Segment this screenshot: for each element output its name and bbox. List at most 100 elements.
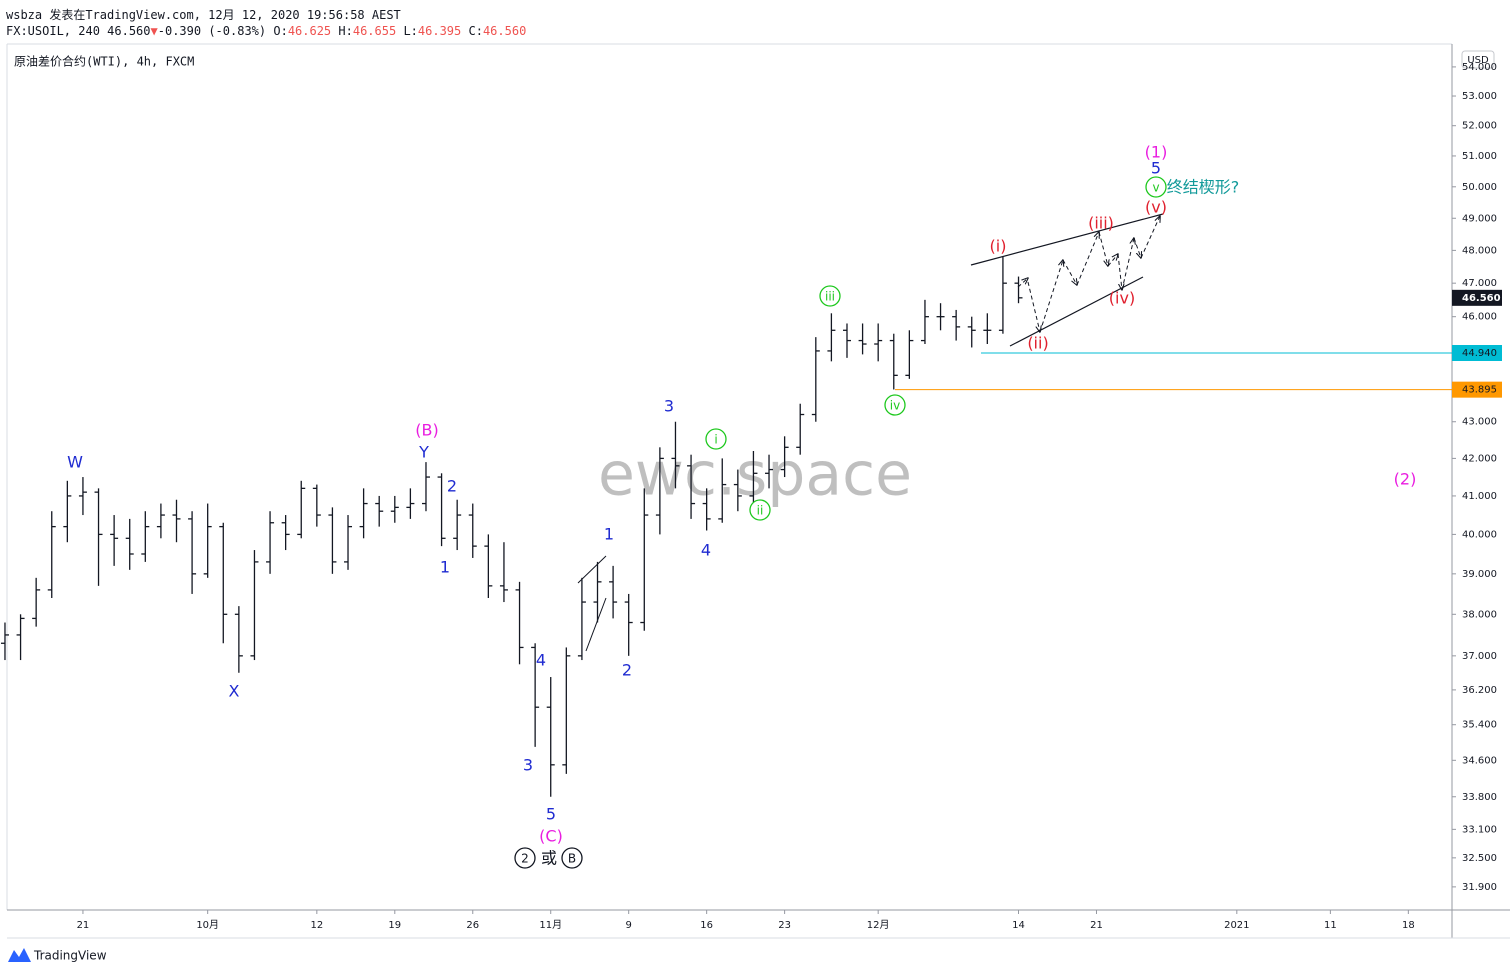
symbol: FX:USOIL, 240: [6, 24, 100, 38]
price-bar: [593, 561, 602, 623]
x-tick-label: 11月: [539, 919, 562, 931]
wave-label: 或: [541, 849, 557, 868]
wave-label: 1: [440, 558, 450, 577]
wedge-line: [577, 555, 607, 584]
y-tick-label: 35.400: [1462, 720, 1497, 731]
y-tick-label: 31.900: [1462, 882, 1497, 893]
wave-label: 4: [536, 651, 546, 670]
price-bar: [453, 499, 462, 551]
price-bar: [842, 323, 851, 358]
projection: [1062, 259, 1077, 285]
price-bar: [1014, 276, 1023, 304]
ohlc-value: 46.560: [482, 24, 527, 38]
ohlc: O:46.625 H:46.655 L:46.395 C:46.560: [266, 24, 526, 38]
price-bar: [702, 488, 711, 531]
price-bar: [780, 436, 789, 478]
projection: [1017, 278, 1028, 288]
wedge-line: [585, 597, 607, 652]
price-bar: [811, 337, 820, 422]
wave-label: iv: [890, 399, 900, 413]
price-bar: [624, 593, 633, 656]
price-bar: [141, 511, 150, 562]
price-bar: [983, 313, 992, 345]
author-line: wsbza 发表在TradingView.com, 12月 12, 2020 1…: [6, 8, 401, 22]
price-bar: [359, 488, 368, 539]
price-bar: [546, 677, 555, 797]
ohlc-value: 46.625: [287, 24, 332, 38]
ohlc-key: L:: [403, 24, 418, 38]
wave-label: i: [714, 433, 717, 447]
x-tick-label: 12: [310, 920, 323, 931]
price-bar: [655, 447, 664, 535]
wave-label: 终结楔形?: [1167, 178, 1240, 197]
level-label: 44.940: [1462, 348, 1497, 359]
y-tick-label: 54.000: [1462, 62, 1497, 73]
annotation-circle: [705, 428, 727, 450]
y-tick-label: 51.000: [1462, 151, 1497, 162]
wave-label: X: [229, 682, 240, 701]
brand[interactable]: TradingView: [33, 949, 107, 963]
last-price-box: [1452, 289, 1502, 306]
price-bar: [499, 542, 508, 603]
price-bar: [16, 614, 25, 661]
wave-label: 5: [1151, 159, 1161, 178]
price-bar: [390, 495, 399, 523]
price-bar: [125, 518, 134, 570]
price-bar: [920, 299, 929, 345]
projection: [1039, 260, 1063, 333]
x-tick-label: 14: [1012, 920, 1025, 931]
level-box: [1452, 344, 1502, 361]
projection: [1027, 281, 1040, 332]
y-tick-label: 36.200: [1462, 685, 1497, 696]
ohlc-value: 46.395: [417, 24, 462, 38]
wave-label: W: [67, 453, 83, 472]
wave-label: 3: [664, 397, 674, 416]
price-bar: [266, 511, 275, 574]
price-bar: [297, 480, 306, 539]
wave-label: (B): [415, 421, 438, 440]
level-label: 43.895: [1462, 385, 1497, 396]
annotation-circle: [819, 285, 841, 307]
y-tick-label: 42.000: [1462, 453, 1497, 464]
y-tick-label: 40.000: [1462, 529, 1497, 540]
projection: [1107, 254, 1118, 267]
annotation-circle: [514, 847, 536, 869]
price-bar: [421, 462, 430, 512]
annotation-circle: [561, 847, 583, 869]
price-bar: [47, 511, 56, 598]
price-bar: [234, 606, 243, 673]
price-bar: [468, 503, 477, 558]
price-bar: [78, 477, 87, 516]
price-bar: [250, 550, 259, 661]
annotation-circle: [749, 499, 771, 521]
x-tick-label: 9: [626, 920, 632, 931]
wave-label: 2: [622, 661, 632, 680]
wave-label: Y: [418, 443, 429, 462]
currency[interactable]: USD: [1467, 55, 1489, 66]
logo-mark[interactable]: [8, 948, 31, 962]
x-tick-label: 21: [1090, 920, 1103, 931]
wave-label: 1: [604, 525, 614, 544]
price-bar: [967, 316, 976, 348]
y-tick-label: 50.000: [1462, 182, 1497, 193]
wave-label: (ii): [1027, 334, 1048, 353]
price-bar: [998, 256, 1007, 334]
y-tick-label: 41.000: [1462, 491, 1497, 502]
brand-logo[interactable]: TradingView: [8, 948, 107, 963]
price-bar: [827, 313, 836, 362]
projection: [1140, 216, 1160, 259]
currency-box[interactable]: [1461, 50, 1495, 69]
change: -0.390 (-0.83%): [157, 24, 267, 38]
price-bar: [952, 309, 961, 341]
ohlc-key: C:: [468, 24, 483, 38]
wave-label: (i): [990, 237, 1007, 256]
projection: [1076, 232, 1099, 286]
annotation-circle: [1145, 176, 1167, 198]
wave-label: (iii): [1088, 214, 1114, 233]
wave-label: (2): [1394, 470, 1417, 489]
x-tick-label: 21: [77, 920, 90, 931]
y-tick-label: 53.000: [1462, 91, 1497, 102]
price-bar: [889, 333, 898, 390]
